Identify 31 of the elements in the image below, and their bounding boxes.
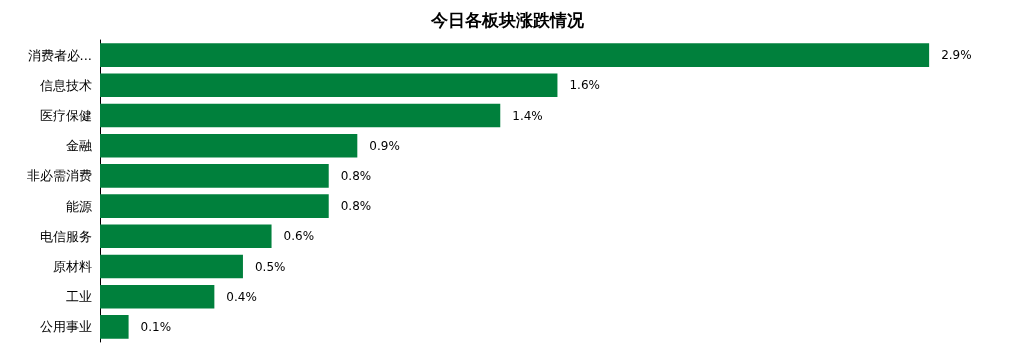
y-tick-label: 金融 [66, 138, 92, 154]
data-label: 1.4% [512, 108, 543, 123]
y-tick-label: 工业 [66, 289, 92, 305]
data-label: 0.8% [340, 168, 372, 183]
y-tick-label: 信息技术 [40, 77, 92, 93]
chart-title: 今日各板块涨跌情况 [429, 9, 585, 30]
bar [100, 284, 215, 309]
bar [100, 254, 243, 279]
y-tick-label: 能源 [66, 198, 92, 214]
y-tick-label: 非必需消费 [27, 168, 92, 184]
y-tick-label: 电信服务 [40, 228, 92, 244]
bar [100, 103, 501, 128]
data-label: 0.1% [140, 319, 172, 334]
bar [100, 315, 129, 339]
bar [100, 164, 329, 188]
data-label: 0.6% [283, 229, 315, 244]
data-label: 0.5% [254, 259, 286, 274]
data-label: 1.6% [569, 78, 600, 93]
data-label: 2.9% [941, 48, 972, 63]
data-label: 0.8% [340, 199, 372, 214]
data-label: 0.4% [226, 289, 257, 304]
y-tick-label: 公用事业 [40, 319, 92, 335]
y-tick-label: 原材料 [53, 259, 92, 274]
bar [100, 73, 558, 98]
bar [100, 133, 358, 158]
bar [100, 224, 272, 249]
bar [100, 43, 930, 67]
data-label: 0.9% [369, 138, 400, 153]
y-tick-label: 消费者必... [27, 47, 92, 63]
y-tick-label: 医疗保健 [40, 108, 92, 123]
bar [100, 194, 329, 218]
